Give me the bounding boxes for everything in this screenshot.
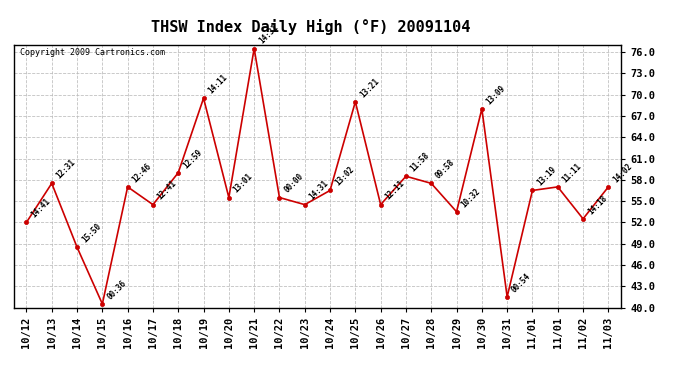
Text: 12:31: 12:31 <box>55 158 77 181</box>
Text: 14:31: 14:31 <box>257 23 279 46</box>
Text: 14:02: 14:02 <box>611 161 634 184</box>
Text: 00:00: 00:00 <box>282 172 305 195</box>
Text: 13:09: 13:09 <box>484 83 507 106</box>
Text: 15:50: 15:50 <box>80 222 103 245</box>
Text: 13:01: 13:01 <box>232 172 255 195</box>
Text: Copyright 2009 Cartronics.com: Copyright 2009 Cartronics.com <box>20 48 165 57</box>
Text: 14:11: 14:11 <box>206 73 229 95</box>
Text: 13:19: 13:19 <box>535 165 558 188</box>
Text: 10:32: 10:32 <box>460 186 482 209</box>
Text: 11:11: 11:11 <box>560 161 583 184</box>
Text: 12:59: 12:59 <box>181 147 204 170</box>
Text: 12:41: 12:41 <box>156 179 179 202</box>
Text: 09:58: 09:58 <box>434 158 457 181</box>
Text: 12:11: 12:11 <box>384 179 406 202</box>
Text: THSW Index Daily High (°F) 20091104: THSW Index Daily High (°F) 20091104 <box>151 19 470 35</box>
Text: 00:54: 00:54 <box>510 272 533 294</box>
Text: 14:41: 14:41 <box>29 197 52 220</box>
Text: 11:58: 11:58 <box>408 151 431 174</box>
Text: 13:21: 13:21 <box>358 76 381 99</box>
Text: 13:02: 13:02 <box>333 165 355 188</box>
Text: 14:31: 14:31 <box>308 179 331 202</box>
Text: 14:18: 14:18 <box>586 194 609 216</box>
Text: 12:46: 12:46 <box>130 161 153 184</box>
Text: 00:36: 00:36 <box>105 279 128 301</box>
